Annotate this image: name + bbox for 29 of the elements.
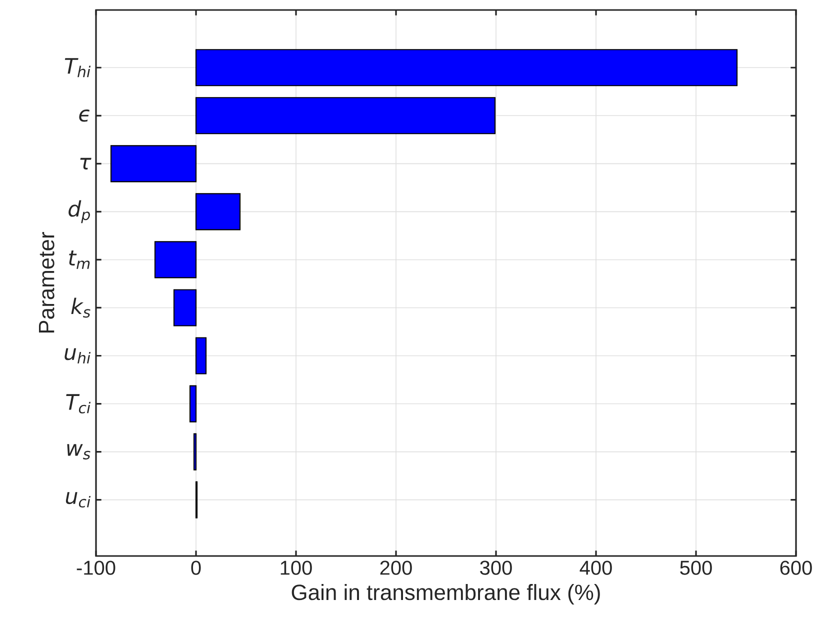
y-tick-label: w$_{s}$ [67, 444, 90, 460]
bar [195, 49, 738, 86]
x-tick-label: 400 [580, 560, 612, 575]
y-tick-label: τ [80, 158, 92, 170]
bar [195, 193, 241, 230]
y-axis-title: Parameter [38, 232, 54, 333]
bar [193, 433, 197, 470]
x-tick-label: 500 [680, 560, 712, 575]
y-tick-label: t$_{m}$ [69, 250, 90, 269]
bar [195, 97, 496, 134]
y-tick-label: ϵ [79, 110, 90, 122]
y-tick-label: d$_{p}$ [68, 200, 90, 224]
y-tick-label: T$_{hi}$ [64, 58, 91, 78]
x-tick-label: 100 [280, 560, 312, 575]
y-tick-label: T$_{ci}$ [66, 394, 91, 414]
y-tick-label: k$_{s}$ [71, 298, 90, 318]
x-tick-label: 600 [780, 560, 812, 575]
y-tick-label: u$_{ci}$ [66, 492, 91, 508]
bar [154, 241, 197, 278]
bar [173, 289, 197, 326]
x-tick-label: 0 [191, 560, 201, 575]
x-axis-title: Gain in transmembrane flux (%) [292, 584, 600, 605]
bar [189, 385, 197, 422]
bar [195, 337, 207, 374]
x-tick-label: 300 [480, 560, 512, 575]
x-tick-label: 200 [380, 560, 412, 575]
bar [110, 145, 197, 182]
x-tick-label: -100 [76, 560, 116, 575]
y-tick-label: u$_{hi}$ [64, 348, 91, 364]
